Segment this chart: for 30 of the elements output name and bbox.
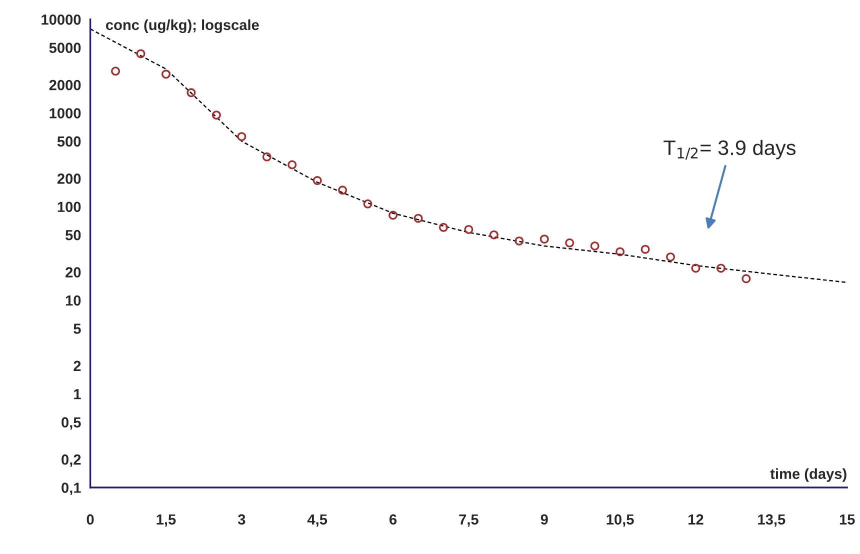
x-tick-label: 12 bbox=[688, 514, 704, 524]
y-tick-label: 50 bbox=[66, 230, 81, 240]
x-tick-label: 13,5 bbox=[758, 514, 786, 527]
y-tick-label: 10000 bbox=[42, 14, 81, 25]
y-tick-label: 100 bbox=[58, 202, 81, 212]
y-tick-label: 0,1 bbox=[62, 482, 81, 496]
x-tick-label: 4,5 bbox=[307, 514, 328, 527]
x-axis-title: time (days) bbox=[770, 468, 846, 482]
y-tick-label: 2 bbox=[74, 360, 81, 371]
y-tick-label: 1 bbox=[74, 389, 81, 400]
x-tick-label: 0 bbox=[86, 514, 94, 525]
y-tick-label: 5000 bbox=[49, 42, 81, 53]
x-tick-label: 10,5 bbox=[606, 514, 634, 527]
y-tick-label: 5 bbox=[74, 324, 81, 334]
x-tick-label: 6 bbox=[390, 514, 397, 525]
x-tick-label: 9 bbox=[540, 514, 548, 525]
y-tick-label: 200 bbox=[57, 174, 81, 184]
y-tick-label: 500 bbox=[57, 136, 81, 147]
annotation: T$_{1/2}$= 3.9 days bbox=[664, 140, 796, 160]
y-tick-label: 1000 bbox=[50, 108, 81, 118]
x-tick-label: 3 bbox=[238, 514, 246, 525]
y-tick-label: 20 bbox=[66, 267, 81, 278]
y-axis-title: conc (ug/kg); logscale bbox=[106, 19, 259, 34]
x-tick-label: 7,5 bbox=[459, 514, 478, 527]
y-tick-label: 0,5 bbox=[62, 417, 81, 430]
y-tick-label: 2000 bbox=[49, 80, 81, 90]
y-tick-label: 0,2 bbox=[62, 454, 81, 467]
x-tick-label: 15 bbox=[840, 514, 855, 525]
x-tick-label: 1,5 bbox=[156, 514, 176, 527]
y-tick-label: 10 bbox=[66, 295, 81, 306]
